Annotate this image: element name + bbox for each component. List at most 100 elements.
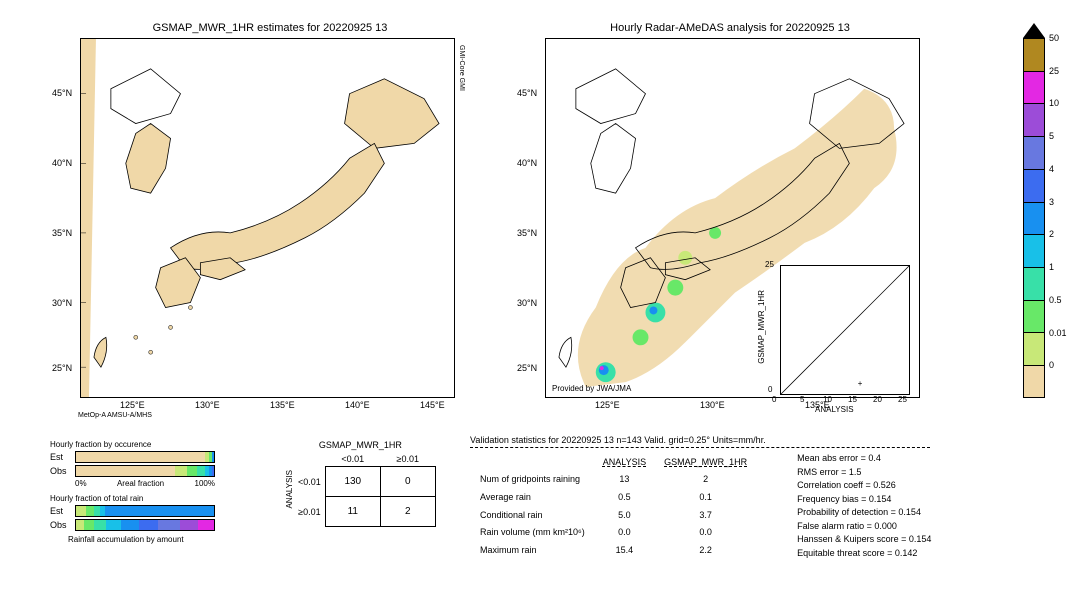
bar-segment	[180, 520, 198, 530]
lon-tick: 130°E	[195, 400, 220, 410]
colorbar-tick-label: 2	[1049, 229, 1054, 239]
metric-line: Correlation coeff = 0.526	[797, 479, 931, 493]
est-label: Est	[50, 506, 75, 516]
val-a: 15.4	[595, 542, 654, 558]
colorbar-segment	[1023, 332, 1045, 365]
lat-tick: 25°N	[52, 363, 72, 373]
val-a: 5.0	[595, 507, 654, 523]
contingency-table: GSMAP_MWR_1HR ANALYSIS <0.01≥0.01 <0.011…	[285, 440, 436, 527]
colorbar-segment	[1023, 267, 1045, 300]
val-a: 0.5	[595, 489, 654, 505]
metrics-list: Mean abs error = 0.4RMS error = 1.5Corre…	[797, 452, 931, 560]
colorbar-tick-label: 0.5	[1049, 295, 1062, 305]
val-b: 0.0	[656, 525, 755, 541]
colorbar-segment	[1023, 365, 1045, 398]
bar-segment	[76, 506, 86, 516]
lon-tick: 145°E	[420, 400, 445, 410]
lat-tick: 45°N	[52, 88, 72, 98]
colorbar-tick-label: 25	[1049, 66, 1059, 76]
bar-row: Est	[50, 451, 230, 463]
lat-tick: 25°N	[517, 363, 537, 373]
fraction-bars-panel: Hourly fraction by occurence Est Obs 0% …	[50, 440, 230, 546]
validation-table: ANALYSISGSMAP_MWR_1HR Num of gridpoints …	[470, 452, 757, 560]
table-row: Rain volume (mm km²10⁶)0.00.0	[472, 525, 755, 541]
colorbar-arrow-icon	[1023, 23, 1045, 38]
colorbar: 502510543210.50.010	[1023, 38, 1045, 398]
lat-tick: 45°N	[517, 88, 537, 98]
scatter-ytick: 0	[768, 385, 772, 394]
bar-row: Obs	[50, 465, 230, 477]
bar-segment	[197, 466, 205, 476]
bar-row: Obs	[50, 519, 230, 531]
map-left-title: GSMAP_MWR_1HR estimates for 20220925 13	[120, 22, 420, 34]
occurrence-est-bar	[75, 451, 215, 463]
lat-tick: 35°N	[517, 228, 537, 238]
scatter-ytick: 25	[765, 260, 774, 269]
colorbar-tick-label: 4	[1049, 164, 1054, 174]
bar-segment	[86, 506, 94, 516]
metric-line: RMS error = 1.5	[797, 466, 931, 480]
areal-right: 100%	[195, 479, 215, 488]
colorbar-segment	[1023, 38, 1045, 71]
val-b: 2	[656, 472, 755, 488]
val-col2: GSMAP_MWR_1HR	[656, 454, 755, 470]
validation-title: Validation statistics for 20220925 13 n=…	[470, 435, 931, 445]
obs-label: Obs	[50, 466, 75, 476]
cont-cell: 2	[380, 497, 435, 527]
validation-stats-panel: Validation statistics for 20220925 13 n=…	[470, 435, 931, 560]
colorbar-tick-label: 10	[1049, 98, 1059, 108]
cont-cell: 0	[380, 467, 435, 497]
val-a: 0.0	[595, 525, 654, 541]
metric-line: Equitable threat score = 0.142	[797, 547, 931, 561]
bar-segment	[158, 520, 180, 530]
areal-label: Areal fraction	[117, 479, 164, 488]
scatter-panel: +	[780, 265, 910, 395]
bar-segment	[76, 466, 175, 476]
cont-row-header: <0.01	[294, 467, 325, 497]
bar-segment	[106, 520, 121, 530]
lon-tick: 135°E	[270, 400, 295, 410]
bar-segment	[121, 520, 139, 530]
val-col1: ANALYSIS	[595, 454, 654, 470]
bar-segment	[105, 506, 214, 516]
contingency-yaxis: ANALYSIS	[285, 470, 294, 509]
lat-tick: 40°N	[52, 158, 72, 168]
table-row: Conditional rain5.03.7	[472, 507, 755, 523]
bar-segment	[94, 520, 106, 530]
cont-row-header: ≥0.01	[294, 497, 325, 527]
lat-tick: 30°N	[517, 298, 537, 308]
colorbar-segment	[1023, 169, 1045, 202]
metric-line: False alarm ratio = 0.000	[797, 520, 931, 534]
bar-segment	[76, 520, 84, 530]
scatter-xtick: 15	[848, 395, 857, 404]
table-row: Num of gridpoints raining132	[472, 472, 755, 488]
scatter-xtick: 25	[898, 395, 907, 404]
val-a: 13	[595, 472, 654, 488]
scatter-xtick: 0	[772, 395, 776, 404]
total-obs-bar	[75, 519, 215, 531]
bar-segment	[187, 466, 197, 476]
scatter-ylabel: GSMAP_MWR_1HR	[757, 290, 766, 364]
colorbar-segment	[1023, 234, 1045, 267]
bar-segment	[76, 452, 205, 462]
est-label: Est	[50, 452, 75, 462]
accum-title: Rainfall accumulation by amount	[68, 535, 230, 544]
colorbar-tick-label: 50	[1049, 33, 1059, 43]
metric-line: Mean abs error = 0.4	[797, 452, 931, 466]
lon-tick: 125°E	[595, 400, 620, 410]
val-label: Average rain	[472, 489, 593, 505]
lat-tick: 30°N	[52, 298, 72, 308]
contingency-title: GSMAP_MWR_1HR	[285, 440, 436, 450]
table-row: Average rain0.50.1	[472, 489, 755, 505]
scatter-xlabel: ANALYSIS	[815, 405, 854, 414]
occurrence-obs-bar	[75, 465, 215, 477]
colorbar-tick-label: 3	[1049, 197, 1054, 207]
val-b: 3.7	[656, 507, 755, 523]
total-est-bar	[75, 505, 215, 517]
map-left-panel	[80, 38, 455, 398]
svg-text:+: +	[858, 379, 863, 388]
colorbar-tick-label: 0	[1049, 360, 1054, 370]
val-label: Maximum rain	[472, 542, 593, 558]
table-row: Maximum rain15.42.2	[472, 542, 755, 558]
provider-label: Provided by JWA/JMA	[552, 384, 631, 393]
